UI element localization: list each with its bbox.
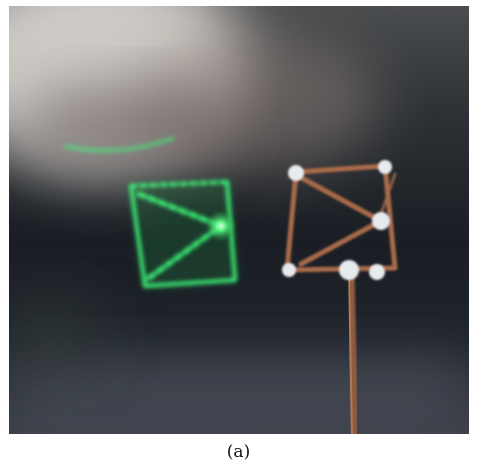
photo-scene: [9, 6, 469, 434]
figure-photo: [9, 6, 469, 434]
cube-diagonal-upper: [295, 173, 382, 223]
projection-hotspot: [205, 210, 237, 242]
cube-edge-top: [293, 163, 388, 175]
projection-glow: [129, 181, 237, 288]
green-projection: [129, 180, 237, 288]
solder-joint-top-left: [288, 165, 304, 181]
projection-edge-left: [129, 184, 147, 288]
green-arc-reflection: [63, 136, 175, 153]
bottom-blur-band: [9, 356, 469, 434]
support-rod: [347, 270, 359, 434]
solder-joint-center: [372, 212, 390, 230]
solder-joint-top-right: [378, 160, 392, 174]
cube-diagonal-lower: [298, 219, 382, 267]
cube-edge-left: [284, 169, 299, 273]
projection-edge-top: [129, 180, 229, 188]
solder-joint-bottom-middle: [339, 260, 359, 280]
left-shadow: [9, 296, 109, 376]
solder-joint-bottom-left: [282, 263, 296, 277]
mid-blur-band: [19, 86, 239, 166]
solder-joint-bottom-right: [369, 264, 385, 280]
projection-edge-bottom: [143, 278, 237, 288]
wire-cube: [282, 160, 398, 434]
cube-edge-right: [382, 163, 398, 271]
support-rod-highlight: [348, 275, 353, 434]
figure-caption: (a): [226, 442, 251, 462]
